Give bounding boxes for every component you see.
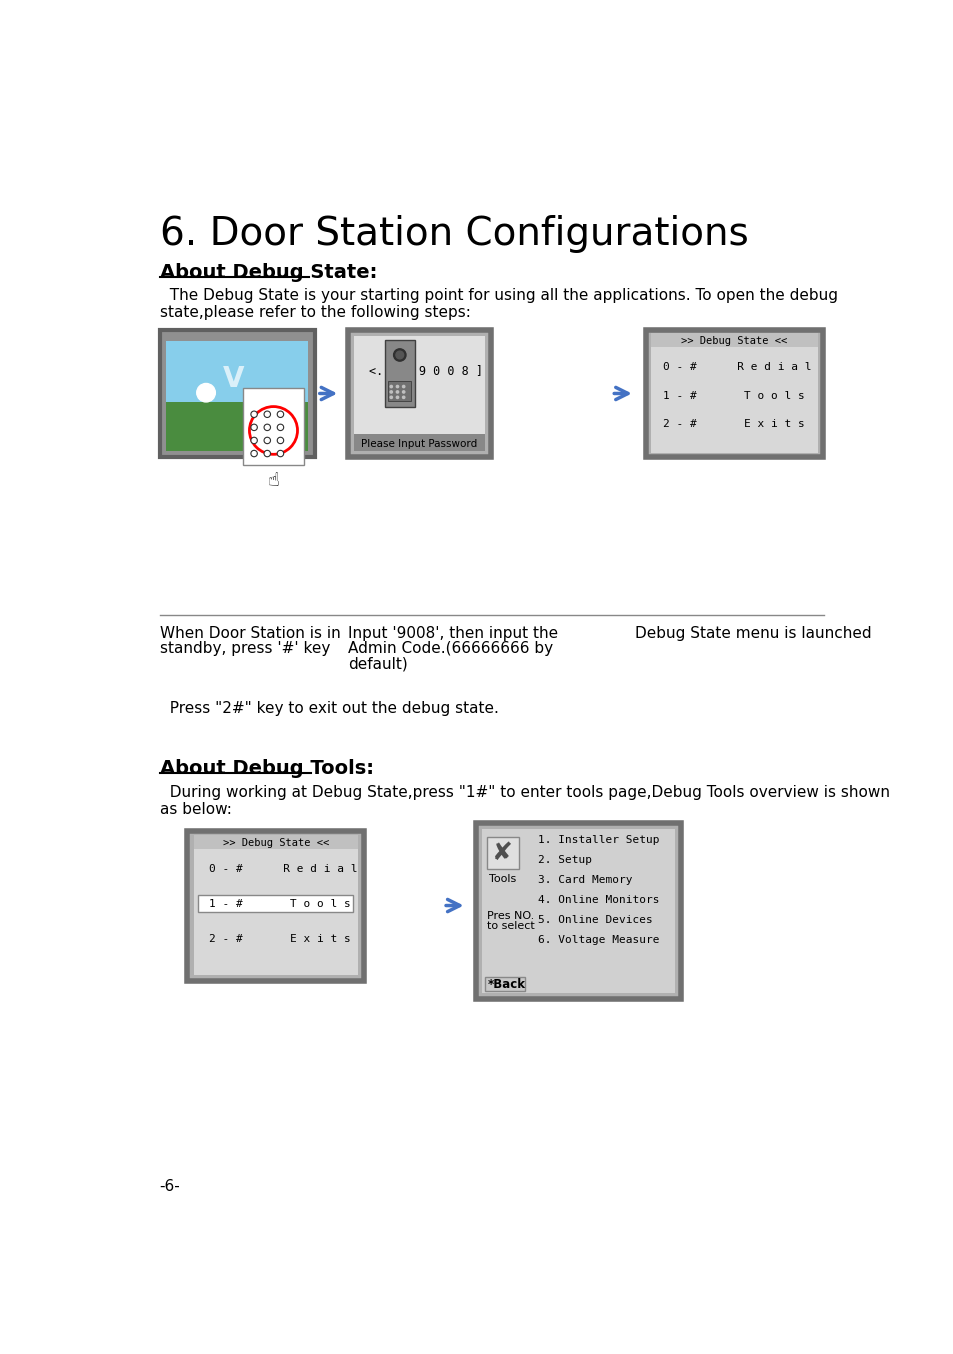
Text: 2 - #       E x i t s: 2 - # E x i t s [662,420,804,429]
Circle shape [196,383,215,402]
Circle shape [277,412,283,417]
Circle shape [278,452,282,455]
Text: <... [ 9 0 0 8 ]: <... [ 9 0 0 8 ] [369,364,482,376]
Text: 6. Voltage Measure: 6. Voltage Measure [537,936,659,945]
Circle shape [252,452,255,455]
FancyBboxPatch shape [650,334,818,452]
Text: default): default) [348,657,407,672]
FancyBboxPatch shape [187,831,364,982]
Circle shape [395,351,403,359]
FancyBboxPatch shape [166,341,308,451]
Circle shape [394,349,406,362]
FancyBboxPatch shape [388,382,411,401]
Text: 0 - #      R e d i a l: 0 - # R e d i a l [662,363,811,372]
Circle shape [265,425,269,429]
Text: *Back: *Back [488,979,526,991]
Circle shape [265,452,269,455]
Circle shape [278,425,282,429]
FancyBboxPatch shape [476,823,680,999]
Circle shape [390,391,392,393]
Circle shape [252,413,255,416]
FancyBboxPatch shape [243,389,303,464]
Circle shape [251,424,257,431]
Text: Please Input Password: Please Input Password [361,439,477,448]
Text: Pres NO.: Pres NO. [486,910,534,921]
Circle shape [395,397,398,398]
Text: About Debug Tools:: About Debug Tools: [159,760,374,779]
Text: standby, press '#' key: standby, press '#' key [159,642,330,657]
Text: 2 - #       E x i t s: 2 - # E x i t s [209,934,351,944]
Text: V: V [222,364,244,393]
Circle shape [402,391,404,393]
Text: 1 - #       T o o l s: 1 - # T o o l s [662,391,804,401]
Text: When Door Station is in: When Door Station is in [159,626,340,640]
Circle shape [264,437,270,444]
Circle shape [251,451,257,456]
Text: 6. Door Station Configurations: 6. Door Station Configurations [159,215,747,253]
Circle shape [402,386,404,387]
FancyBboxPatch shape [385,340,415,408]
Circle shape [251,437,257,444]
Text: About Debug State:: About Debug State: [159,263,376,282]
FancyBboxPatch shape [486,837,518,869]
Text: Admin Code.(66666666 by: Admin Code.(66666666 by [348,642,553,657]
Circle shape [402,397,404,398]
Text: Debug State menu is launched: Debug State menu is launched [634,626,870,640]
Circle shape [390,386,392,387]
Text: 2. Setup: 2. Setup [537,856,591,865]
Circle shape [264,451,270,456]
Text: 1. Installer Setup: 1. Installer Setup [537,835,659,845]
Circle shape [265,413,269,416]
FancyBboxPatch shape [348,330,491,458]
FancyBboxPatch shape [159,330,314,458]
Circle shape [277,451,283,456]
Text: During working at Debug State,press "1#" to enter tools page,Debug Tools overvie: During working at Debug State,press "1#"… [159,784,888,800]
Circle shape [264,412,270,417]
Text: as below:: as below: [159,802,232,816]
Text: 0 - #      R e d i a l: 0 - # R e d i a l [209,864,357,875]
Text: 3. Card Memory: 3. Card Memory [537,875,632,886]
FancyBboxPatch shape [481,829,674,992]
Circle shape [395,386,398,387]
Circle shape [277,424,283,431]
Text: The Debug State is your starting point for using all the applications. To open t: The Debug State is your starting point f… [159,288,837,303]
FancyBboxPatch shape [198,895,353,911]
Text: Input '9008', then input the: Input '9008', then input the [348,626,558,640]
Circle shape [278,413,282,416]
Text: >> Debug State <<: >> Debug State << [680,336,787,347]
FancyBboxPatch shape [354,337,484,435]
Circle shape [265,439,269,443]
Text: 5. Online Devices: 5. Online Devices [537,915,652,925]
Circle shape [251,412,257,417]
Circle shape [264,424,270,431]
Text: ✘: ✘ [492,841,513,865]
Circle shape [395,391,398,393]
Text: ☝: ☝ [267,471,279,490]
Circle shape [252,439,255,443]
Text: >> Debug State <<: >> Debug State << [222,838,329,848]
Text: to select: to select [486,921,534,932]
FancyBboxPatch shape [650,333,818,347]
Circle shape [277,437,283,444]
Text: Press "2#" key to exit out the debug state.: Press "2#" key to exit out the debug sta… [159,701,497,716]
Circle shape [252,425,255,429]
FancyBboxPatch shape [645,330,822,458]
Text: 4. Online Monitors: 4. Online Monitors [537,895,659,904]
FancyBboxPatch shape [193,835,357,849]
Text: -6-: -6- [159,1179,180,1194]
FancyBboxPatch shape [484,978,525,991]
FancyBboxPatch shape [166,402,308,451]
Circle shape [278,439,282,443]
Text: Tools: Tools [489,873,516,884]
Text: 1 - #       T o o l s: 1 - # T o o l s [209,899,351,909]
Circle shape [390,397,392,398]
FancyBboxPatch shape [193,837,357,975]
Text: state,please refer to the following steps:: state,please refer to the following step… [159,305,470,320]
FancyBboxPatch shape [354,435,484,451]
